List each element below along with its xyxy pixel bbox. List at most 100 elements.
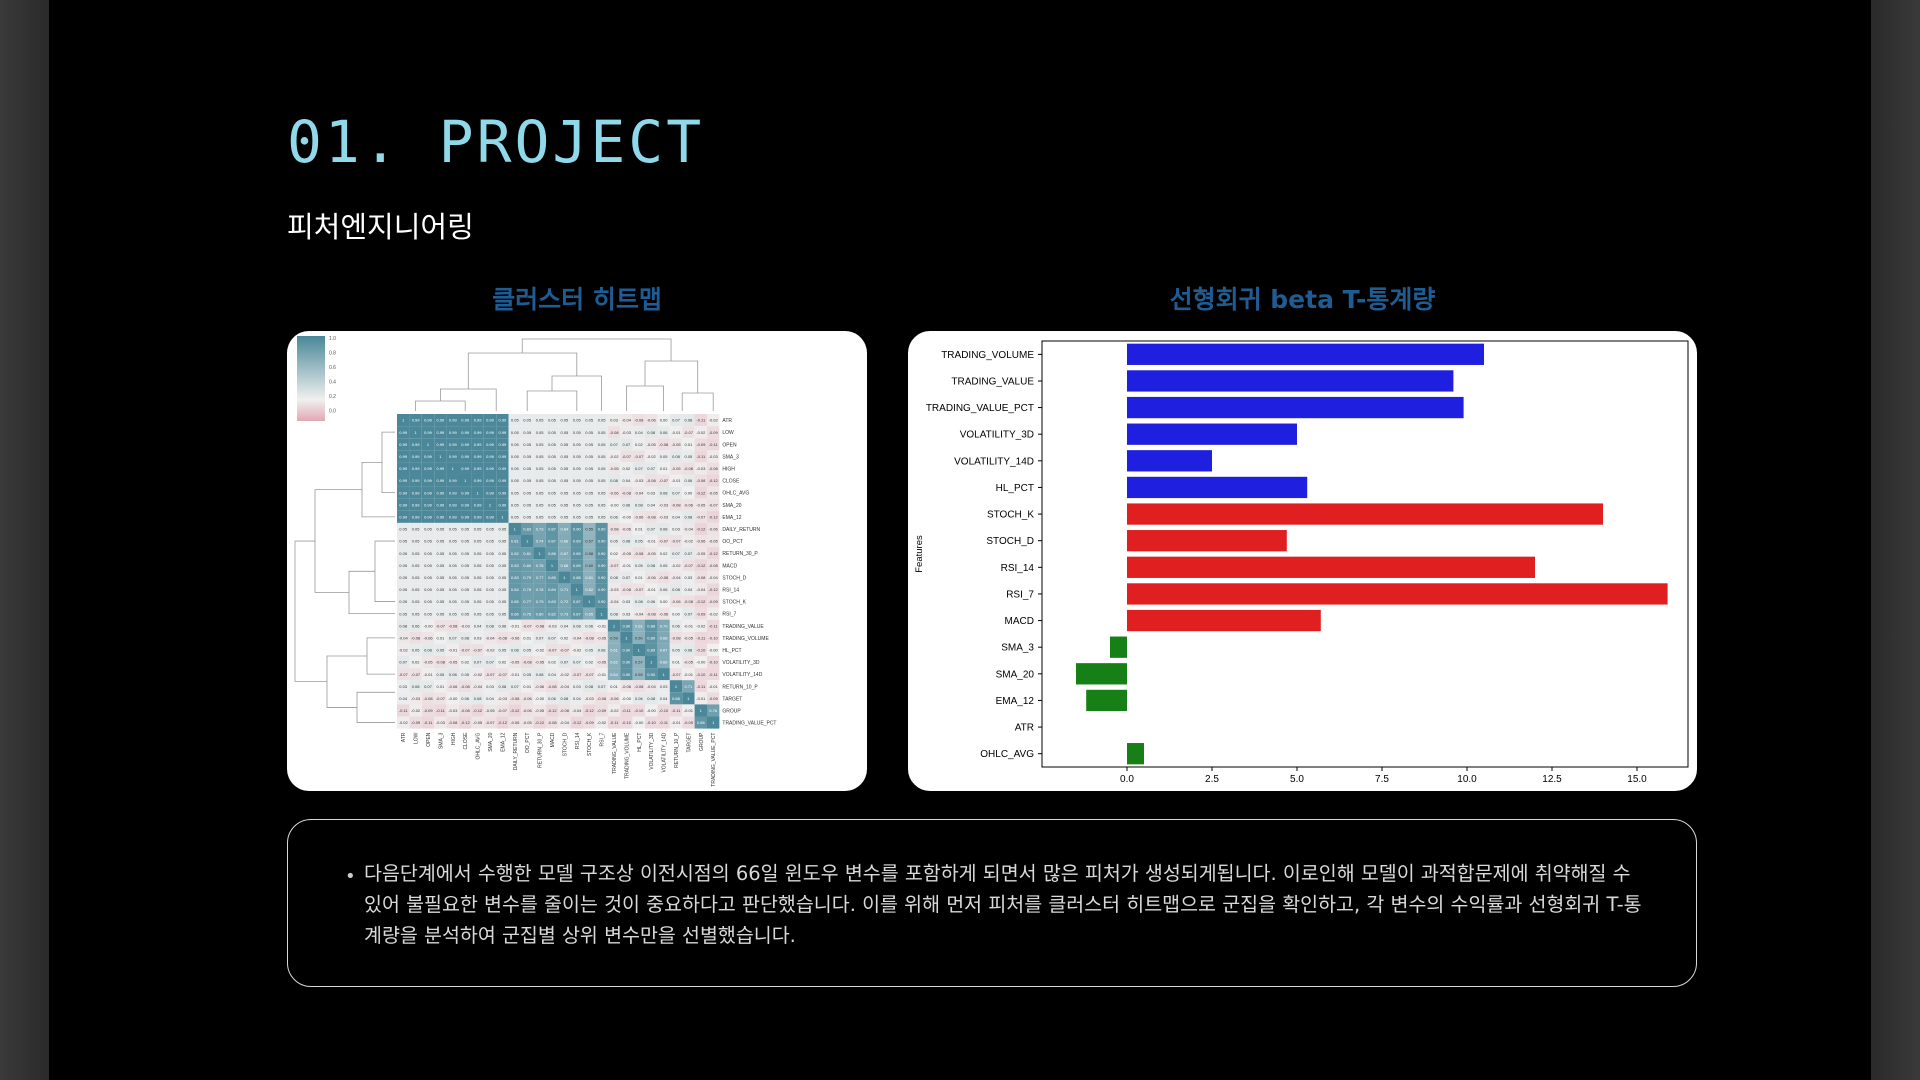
cell-value: 0.66	[561, 539, 570, 544]
heatmap-cell	[632, 692, 645, 705]
heatmap-cell	[446, 571, 459, 584]
cell-value: 0.05	[561, 514, 570, 519]
heatmap-cell	[607, 668, 621, 681]
col-label: OHLC_AVG	[476, 733, 482, 760]
cell-value: 0.99	[474, 502, 483, 507]
heatmap-cell	[496, 510, 509, 523]
cell-value: -0.11	[622, 708, 632, 713]
cell-value: 0.05	[412, 563, 421, 568]
cell-value: -0.01	[684, 672, 694, 677]
heatmap-cell	[657, 716, 670, 729]
cell-value: 0.05	[437, 563, 446, 568]
heatmap-cell	[409, 619, 422, 632]
cell-value: -0.00	[622, 696, 632, 701]
cell-value: 0.99	[486, 490, 495, 495]
heatmap-cell	[607, 438, 621, 451]
heatmap-cell	[483, 595, 497, 608]
cell-value: 0.08	[672, 587, 681, 592]
bar-hl_pct	[1127, 476, 1308, 499]
cell-value: -0.11	[696, 635, 706, 640]
cell-value: 0.05	[499, 527, 508, 532]
heatmap-cell	[645, 668, 658, 681]
heatmap-cell	[483, 704, 497, 717]
cell-value: 0.05	[660, 454, 669, 459]
heatmap-cell	[645, 619, 658, 632]
cell-value: 0.05	[548, 502, 557, 507]
cell-value: 0.05	[412, 527, 421, 532]
cell-value: 0.05	[511, 478, 520, 483]
cell-value: 0.05	[523, 454, 532, 459]
cell-value: -0.07	[696, 514, 706, 519]
bar-trading_value	[1127, 370, 1454, 392]
cell-value: -0.07	[399, 672, 409, 677]
cell-value: 0.07	[536, 635, 545, 640]
heatmap-cell	[471, 522, 484, 535]
heatmap-cell	[682, 619, 695, 632]
heatmap-cell	[645, 510, 658, 523]
cell-value: -0.06	[510, 635, 520, 640]
heatmap-cell	[397, 522, 410, 535]
cell-value: 0.05	[548, 514, 557, 519]
heatmap-cell	[483, 450, 497, 463]
cell-value: -0.01	[510, 623, 520, 628]
cell-value: 1	[650, 660, 653, 665]
heatmap-cell	[471, 486, 484, 499]
heatmap-cell	[446, 619, 459, 632]
cell-value: 0.90	[598, 599, 607, 604]
heatmap-cell	[409, 535, 422, 548]
cell-value: -0.07	[411, 672, 421, 677]
heatmap-cell	[521, 498, 534, 511]
cell-value: -0.00	[647, 708, 657, 713]
col-label: RETURN_30_P	[538, 732, 544, 768]
slide: 01. PROJECT 피처엔지니어링 클러스터 히트맵 선형회귀 beta T…	[49, 0, 1871, 1080]
heatmap-cell	[471, 547, 484, 560]
heatmap-cell	[521, 692, 534, 705]
heatmap-cell	[471, 474, 484, 487]
bar-sma_20	[1076, 663, 1127, 685]
bar-chart-panel: TRADING_VOLUME TRADING_VALUE TRADING_VALUE…	[908, 331, 1697, 791]
heatmap-cell	[409, 692, 422, 705]
cell-value: -0.12	[498, 720, 508, 725]
col-label: CLOSE	[463, 732, 469, 750]
heatmap-cell	[707, 522, 720, 535]
cell-value: 0.02	[660, 551, 669, 556]
cell-value: 0.05	[585, 442, 594, 447]
cell-value: 0.08	[660, 527, 669, 532]
cell-value: 0.77	[523, 599, 532, 604]
cell-value: 0.05	[461, 539, 470, 544]
cell-value: -0.07	[572, 672, 582, 677]
cell-value: 0.01	[437, 684, 446, 689]
cell-value: 1	[514, 527, 517, 532]
heatmap-cell	[620, 668, 633, 681]
heatmap-cell	[645, 559, 658, 572]
heatmap-cell	[459, 668, 472, 681]
cell-value: -0.07	[634, 454, 644, 459]
heatmap-cell	[446, 656, 459, 669]
heatmap-cell	[707, 704, 720, 717]
heatmap-cell	[409, 510, 422, 523]
heatmap-cell	[508, 486, 521, 499]
heatmap-cell	[632, 607, 645, 620]
left-dendrogram	[294, 431, 395, 723]
cell-value: 0.99	[461, 502, 470, 507]
heatmap-cell	[657, 595, 670, 608]
heatmap-cell	[508, 668, 521, 681]
cell-value: 0.05	[561, 490, 570, 495]
cell-value: 0.05	[474, 551, 483, 556]
cell-value: 0.81	[523, 551, 532, 556]
heatmap-cell	[483, 547, 497, 560]
heatmap-cell	[620, 692, 633, 705]
cell-value: 0.60	[635, 635, 644, 640]
heatmap-cell	[508, 692, 521, 705]
heatmap-cell	[397, 607, 410, 620]
cell-value: 0.00	[660, 599, 669, 604]
row-label: RETURN_30_P	[722, 551, 758, 557]
bar-rsi_7	[1127, 583, 1668, 605]
heatmap-cell	[570, 486, 583, 499]
heatmap-cell	[397, 631, 410, 644]
cell-value: 0.05	[449, 611, 458, 616]
cell-value: 0.05	[424, 611, 433, 616]
heatmap-cell	[446, 486, 459, 499]
cell-value: 0.05	[598, 490, 607, 495]
heatmap-cell	[682, 522, 695, 535]
